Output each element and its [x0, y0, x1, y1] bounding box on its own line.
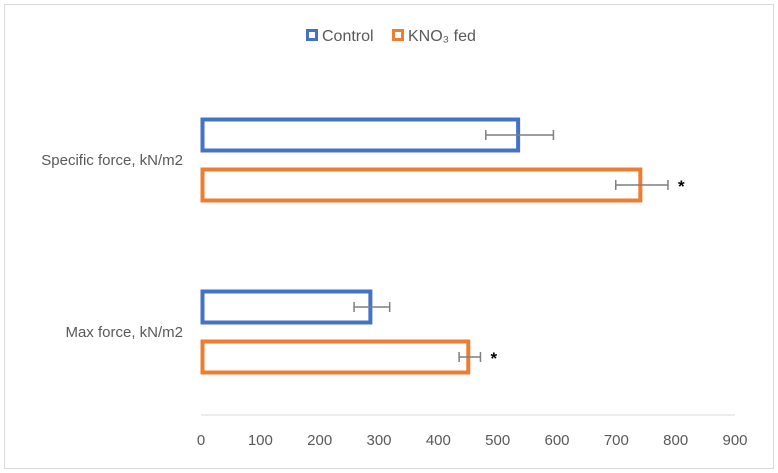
- legend-label-kno3: KNO₃ fed: [408, 28, 476, 45]
- error-bar: [614, 180, 669, 190]
- x-tick-label: 800: [663, 432, 688, 449]
- bar-control-1: [200, 117, 521, 153]
- category-label: Specific force, kN/m2: [41, 152, 183, 169]
- legend-swatch-control: [306, 29, 318, 41]
- x-tick-label: 0: [197, 432, 205, 449]
- significance-star: *: [678, 177, 685, 196]
- x-axis: 0 100 200 300 400 500 600 700 800 900: [197, 414, 748, 449]
- legend-swatch-kno3: [392, 29, 404, 41]
- category-label: Max force, kN/m2: [65, 324, 183, 341]
- category-labels: Max force, kN/m2 Specific force, kN/m2: [41, 152, 183, 341]
- x-tick-label: 600: [544, 432, 569, 449]
- x-tick-label: 300: [366, 432, 391, 449]
- x-tick-label: 200: [307, 432, 332, 449]
- legend-label-control: Control: [322, 28, 374, 45]
- legend: Control KNO₃ fed: [306, 28, 476, 45]
- chart-frame: [4, 4, 774, 469]
- significance-star: *: [490, 349, 497, 368]
- x-tick-label: 500: [485, 432, 510, 449]
- bar-kno3-0: [200, 339, 471, 375]
- bar-kno3-1: [200, 167, 643, 203]
- error-bar: [458, 352, 482, 362]
- x-tick-label: 900: [722, 432, 747, 449]
- bars-group: **: [200, 117, 685, 375]
- x-tick-label: 100: [248, 432, 273, 449]
- bar-control-0: [200, 289, 373, 325]
- error-bar: [353, 302, 391, 312]
- x-tick-label: 700: [604, 432, 629, 449]
- x-tick-label: 400: [426, 432, 451, 449]
- error-bar: [485, 130, 555, 140]
